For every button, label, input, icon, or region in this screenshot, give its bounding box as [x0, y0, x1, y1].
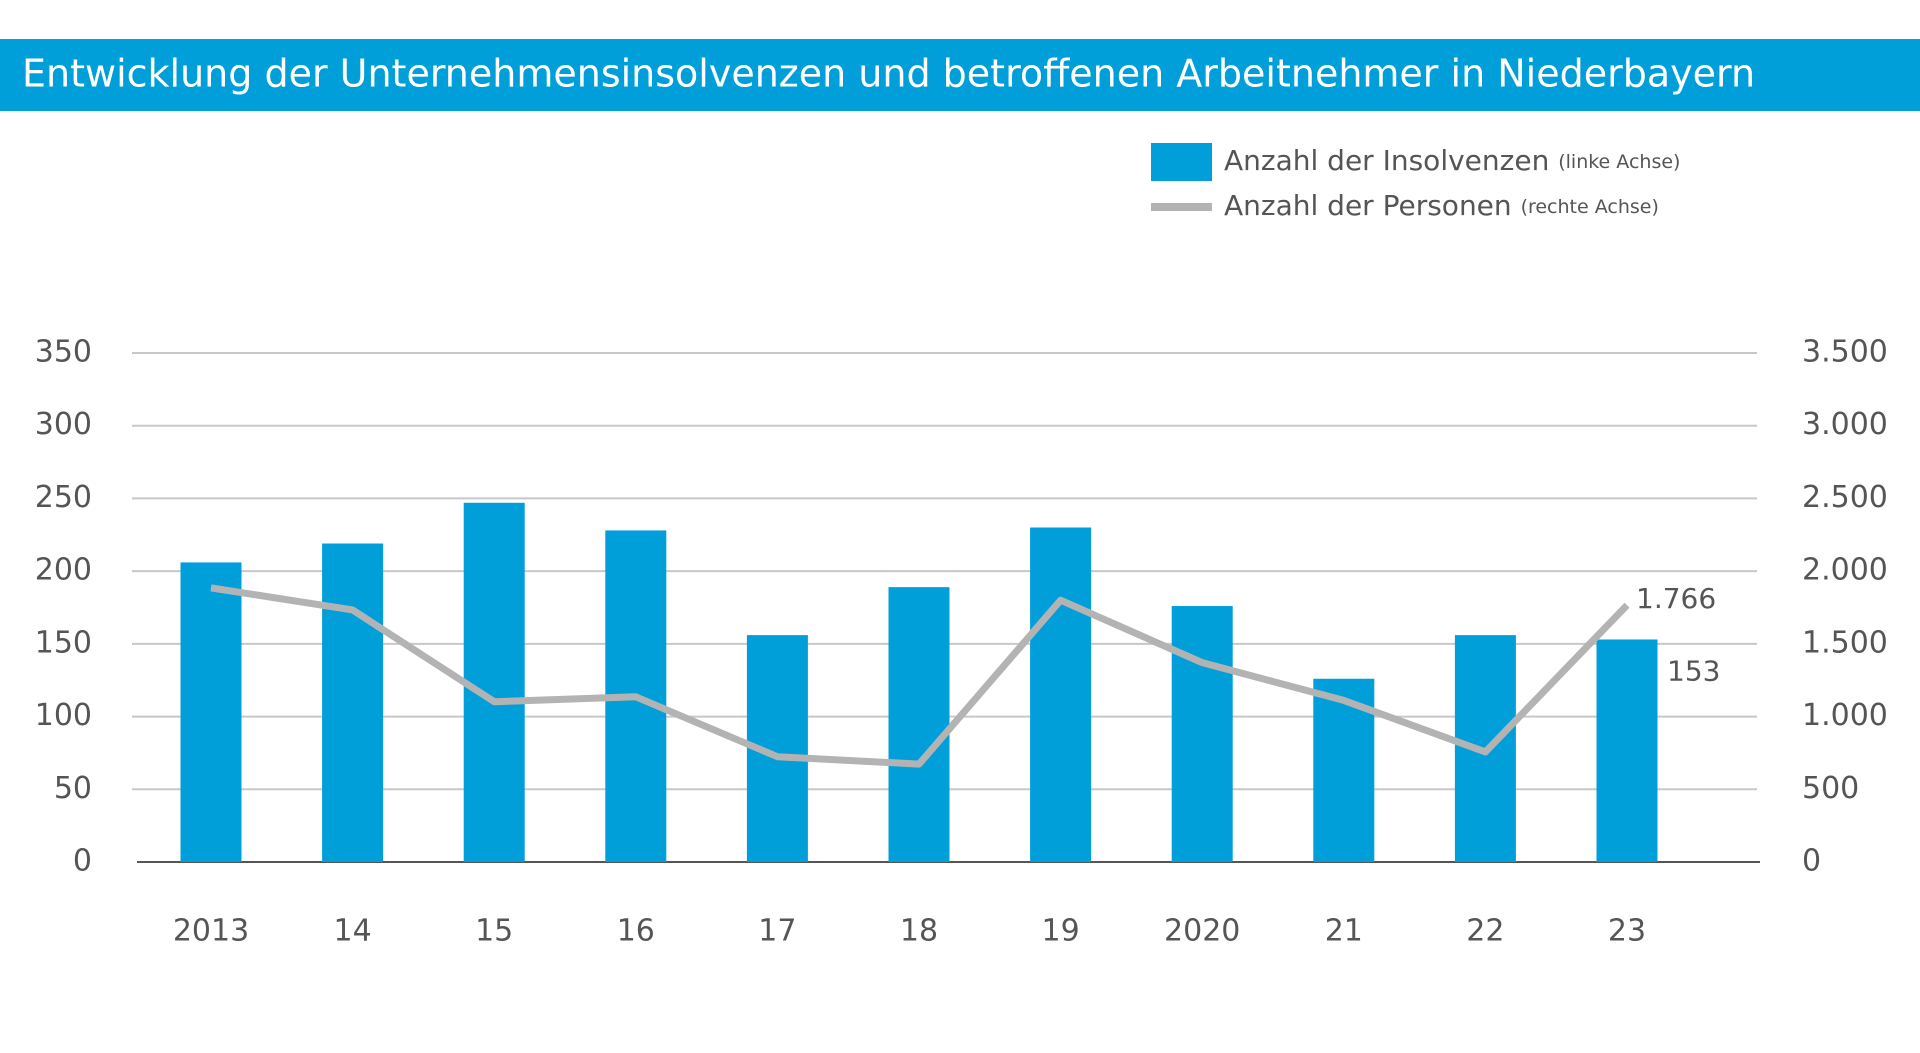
legend-name: Anzahl der Insolvenzen	[1224, 144, 1549, 177]
y2-tick-label: 3.500	[1802, 335, 1888, 370]
x-tick-label: 22	[1466, 914, 1504, 949]
x-tick-label: 16	[617, 914, 655, 949]
line	[210, 584, 1630, 768]
y-tick-label: 200	[35, 553, 92, 588]
legend-label: Anzahl der Insolvenzen (linke Achse)	[1224, 144, 1680, 177]
y-tick-label: 250	[35, 480, 92, 515]
y2-tick-label: 0	[1802, 844, 1821, 879]
value-label: 1.766	[1636, 582, 1716, 615]
x-tick-label: 18	[900, 914, 938, 949]
x-tick-label: 15	[475, 914, 513, 949]
y-tick-label: 350	[35, 335, 92, 370]
title-bar	[0, 39, 1920, 111]
bar	[1171, 606, 1233, 862]
x-tick-label: 2013	[173, 914, 249, 949]
y2-tick-label: 1.500	[1802, 625, 1888, 660]
x-tick-label: 23	[1608, 914, 1646, 949]
bar	[180, 562, 242, 862]
y2-tick-label: 2.000	[1802, 553, 1888, 588]
bar	[888, 587, 950, 862]
bar	[1030, 527, 1092, 862]
y-tick-label: 0	[73, 844, 92, 879]
x-tick-label: 2020	[1164, 914, 1240, 949]
y2-tick-label: 500	[1802, 771, 1859, 806]
y-tick-label: 50	[54, 771, 92, 806]
legend-note: (rechte Achse)	[1521, 196, 1659, 218]
bar	[1596, 639, 1658, 862]
y2-tick-label: 3.000	[1802, 407, 1888, 442]
x-tick-label: 21	[1325, 914, 1363, 949]
bar	[322, 543, 384, 862]
x-tick-label: 17	[758, 914, 796, 949]
y-tick-label: 300	[35, 407, 92, 442]
y2-tick-label: 2.500	[1802, 480, 1888, 515]
legend-label: Anzahl der Personen (rechte Achse)	[1224, 189, 1659, 222]
value-label: 153	[1667, 654, 1720, 687]
chart-title: Entwicklung der Unternehmensinsolvenzen …	[22, 52, 1755, 96]
x-tick-label: 19	[1042, 914, 1080, 949]
legend-note: (linke Achse)	[1558, 151, 1680, 173]
y2-tick-label: 1.000	[1802, 698, 1888, 733]
y-tick-label: 100	[35, 698, 92, 733]
x-tick-label: 14	[334, 914, 372, 949]
bar	[463, 502, 525, 862]
legend-swatch	[1151, 143, 1212, 181]
y-tick-label: 150	[35, 625, 92, 660]
legend-name: Anzahl der Personen	[1224, 189, 1512, 222]
